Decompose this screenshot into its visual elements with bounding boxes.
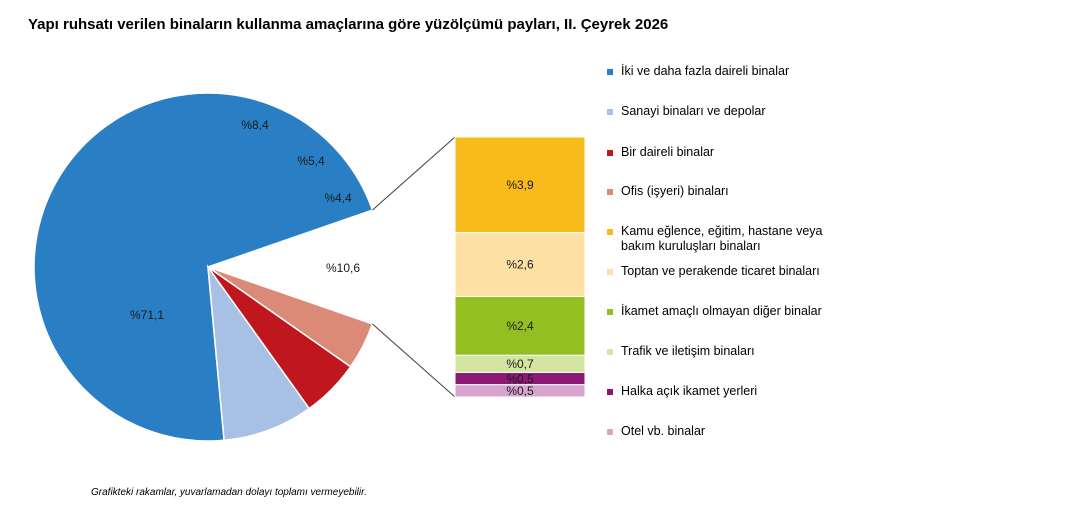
- bar-label-1: %3,9: [506, 178, 534, 192]
- pie-label-other: %10,6: [326, 261, 360, 275]
- legend-label: İkamet amaçlı olmayan diğer binalar: [621, 304, 822, 318]
- footnote: Grafikteki rakamlar, yuvarlamadan dolayı…: [91, 487, 367, 498]
- legend-label: Toptan ve perakende ticaret binaları: [621, 264, 820, 278]
- legend-label: İki ve daha fazla daireli binalar: [621, 64, 790, 78]
- pie-slice-1: [33, 92, 374, 442]
- bar-segment-6: [454, 384, 586, 398]
- legend-label: Ofis (işyeri) binaları: [621, 184, 729, 198]
- bar-segment-3: [454, 295, 586, 356]
- pie-label-1: %71,1: [130, 308, 164, 322]
- bar-label-5: %0,5: [506, 372, 534, 386]
- legend-swatch: [607, 69, 613, 75]
- bar-label-4: %0,7: [506, 357, 534, 371]
- legend-label: Halka açık ikamet yerleri: [621, 384, 758, 398]
- pie-label-4: %4,4: [324, 191, 352, 205]
- legend-swatch: [607, 309, 613, 315]
- pie-label-2: %8,4: [241, 118, 269, 132]
- legend-swatch: [607, 109, 613, 115]
- legend-label: Otel vb. binalar: [621, 424, 706, 438]
- legend-label: Sanayi binaları ve depolar: [621, 104, 766, 118]
- bar-label-3: %2,4: [506, 319, 534, 333]
- legend-swatch: [607, 349, 613, 355]
- connector-line-top: [372, 136, 456, 211]
- legend-swatch: [607, 429, 613, 435]
- bar-segment-1: [454, 136, 586, 234]
- legend-swatch: [607, 189, 613, 195]
- pie-label-3: %5,4: [297, 154, 325, 168]
- legend-label: Bir daireli binalar: [621, 145, 715, 159]
- bar-segment-2: [454, 232, 586, 297]
- legend-label: Kamu eğlence, eğitim, hastane veya bakım…: [621, 224, 823, 253]
- legend-swatch: [607, 229, 613, 235]
- connector-line-bottom: [372, 323, 456, 398]
- chart-title: Yapı ruhsatı verilen binaların kullanma …: [28, 16, 669, 33]
- legend-swatch: [607, 269, 613, 275]
- legend-label: Trafik ve iletişim binaları: [621, 344, 755, 358]
- legend-swatch: [607, 150, 613, 156]
- legend-swatch: [607, 389, 613, 395]
- bar-label-6: %0,5: [506, 384, 534, 398]
- pie-slice-2: [206, 264, 311, 442]
- bar-label-2: %2,6: [506, 258, 534, 272]
